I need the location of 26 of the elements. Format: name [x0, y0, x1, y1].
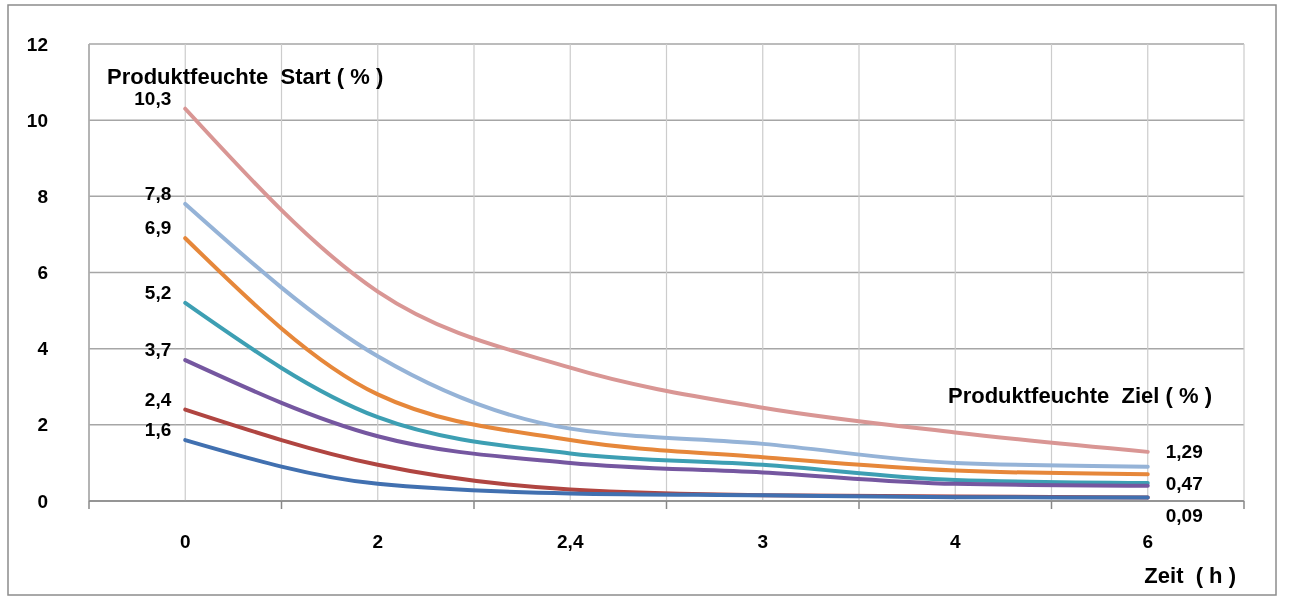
annotation: Produktfeuchte Start ( % ) [107, 64, 384, 89]
y-tick-label: 12 [26, 33, 48, 55]
data-label: 1,6 [144, 419, 172, 441]
y-tick-label: 10 [26, 109, 48, 131]
data-label: 0,09 [1165, 504, 1203, 526]
x-tick-label: 3 [757, 531, 769, 552]
data-label: 5,2 [144, 281, 172, 303]
y-tick-label: 6 [37, 262, 48, 284]
data-label: 6,9 [144, 217, 172, 239]
x-tick-label: 4 [949, 531, 961, 552]
data-label: 7,8 [144, 182, 172, 204]
y-tick-label: 8 [37, 185, 48, 207]
data-label: 3,7 [144, 339, 172, 361]
x-axis-title: Zeit ( h ) [1144, 563, 1236, 588]
x-tick-label: 6 [1142, 531, 1154, 552]
x-tick-label: 0 [179, 531, 191, 552]
y-tick-label: 4 [37, 338, 49, 360]
data-label: 2,4 [144, 388, 172, 410]
x-tick-label: 2,4 [557, 531, 584, 552]
data-label: 1,29 [1165, 440, 1203, 462]
data-label: 10,3 [134, 87, 172, 109]
x-tick-label: 2 [372, 531, 384, 552]
annotation: Produktfeuchte Ziel ( % ) [947, 383, 1212, 408]
y-tick-label: 0 [37, 490, 48, 512]
data-label: 0,47 [1165, 472, 1203, 494]
y-tick-label: 2 [37, 414, 48, 436]
